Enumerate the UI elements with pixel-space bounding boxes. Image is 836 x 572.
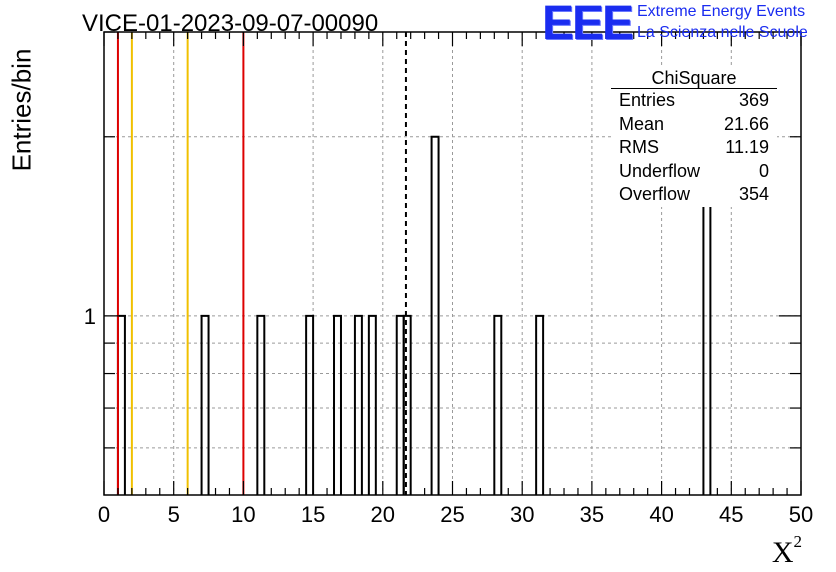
stats-value: 369	[738, 90, 769, 110]
stats-value: 21.66	[723, 113, 769, 134]
stats-box-title: ChiSquare	[611, 66, 777, 89]
chart-title: VICE-01-2023-09-07-00090	[82, 10, 379, 37]
axis-ticks	[103, 31, 802, 495]
histogram-bar	[333, 314, 342, 495]
histogram-bar	[493, 314, 503, 495]
stats-row-mean: Mean 21.66	[611, 113, 777, 137]
stats-label: Entries	[619, 90, 676, 110]
x-axis-label-superscript: 2	[793, 532, 803, 551]
stats-row-entries: Entries 369	[611, 89, 777, 113]
stats-label: Mean	[619, 113, 665, 134]
x-tick-label: 40	[649, 502, 673, 527]
x-tick-label: 5	[168, 502, 180, 527]
x-tick-label: 30	[510, 502, 534, 527]
histogram-bars	[116, 135, 712, 495]
y-tick-label: 1	[84, 304, 96, 329]
histogram-bar	[305, 314, 315, 495]
histogram-bar	[535, 314, 545, 495]
x-axis-label-base: X	[771, 536, 794, 569]
stats-box: ChiSquare Entries 369 Mean 21.66 RMS 11.19 …	[611, 66, 777, 207]
reference-lines	[116, 32, 407, 495]
x-tick-label: 10	[231, 502, 255, 527]
histogram-bar	[353, 314, 363, 495]
y-axis-label: Entries/bin	[6, 48, 37, 172]
x-tick-label: 0	[98, 502, 110, 527]
stats-value: 0	[758, 160, 769, 181]
histogram-bar	[367, 314, 377, 495]
stats-row-overflow: Overflow 354	[611, 183, 777, 207]
stats-label: Overflow	[619, 184, 691, 204]
axis-tick-labels: 0 5 10 15 20 25 30 35 40 45 50 1	[84, 304, 813, 527]
histogram-bar	[256, 314, 266, 495]
stats-label: Underflow	[619, 160, 701, 181]
x-tick-label: 35	[580, 502, 604, 527]
histogram-bar	[200, 314, 210, 495]
stats-value: 11.19	[725, 137, 769, 157]
x-axis-label: X2	[771, 532, 802, 570]
histogram-bar	[430, 135, 440, 495]
x-tick-label: 15	[301, 502, 325, 527]
stats-row-underflow: Underflow 0	[611, 160, 777, 184]
x-tick-label: 20	[371, 502, 395, 527]
x-tick-label: 50	[789, 502, 813, 527]
logo-line-1: Extreme Energy Events	[637, 3, 806, 20]
eee-logo: EEE	[542, 0, 634, 50]
x-tick-label: 25	[440, 502, 464, 527]
stats-label: RMS	[619, 137, 659, 157]
histogram-bar	[402, 314, 412, 495]
logo-line-2: La Scienza nelle Scuole	[637, 24, 808, 41]
x-tick-label: 45	[719, 502, 743, 527]
stats-value: 354	[738, 184, 769, 204]
stats-row-rms: RMS 11.19	[611, 136, 777, 160]
